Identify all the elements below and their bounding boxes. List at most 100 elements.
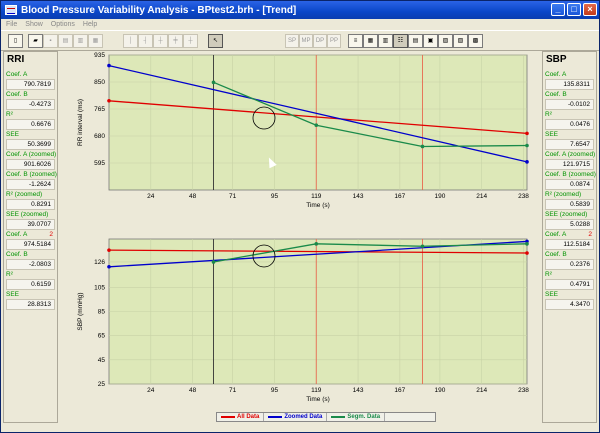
xtick-1-5: 143 bbox=[353, 387, 364, 394]
legend-label-2: Segm. Data bbox=[347, 414, 381, 420]
rri-value-4: 901.6026 bbox=[6, 159, 55, 170]
sbp-title: SBP bbox=[546, 54, 567, 65]
open-folder-icon[interactable]: ▰ bbox=[28, 34, 43, 48]
sbp-panel: SBP Coef. A 135.8311 Coef. B -0.0102 R² 0.047… bbox=[542, 51, 597, 423]
point-0-0-0 bbox=[107, 99, 111, 103]
xtick-0-7: 190 bbox=[434, 193, 445, 200]
xtick-0-1: 48 bbox=[189, 193, 197, 200]
sbp-value-9: 0.2376 bbox=[545, 259, 594, 270]
xtick-0-8: 214 bbox=[476, 193, 487, 200]
xtick-1-4: 119 bbox=[311, 387, 322, 394]
chart-icon-2[interactable]: ┤ bbox=[138, 34, 153, 48]
chart-icon-4[interactable]: ╪ bbox=[168, 34, 183, 48]
rri-value-11: 28.8313 bbox=[6, 299, 55, 310]
sbp-label-1: Coef. B bbox=[545, 91, 567, 98]
rri-label-11: SEE bbox=[6, 291, 20, 298]
sbp-value-10: 0.4791 bbox=[545, 279, 594, 290]
xtick-0-0: 24 bbox=[147, 193, 155, 200]
view-icon-2[interactable]: ▦ bbox=[363, 34, 378, 48]
sbp-label-4: Coef. A (zoomed) bbox=[545, 151, 596, 158]
point-0-2-3 bbox=[525, 143, 529, 148]
rri-label-7: SEE (zoomed) bbox=[6, 211, 49, 218]
ytick-1-0: 25 bbox=[98, 381, 106, 388]
rri-label-9: Coef. B bbox=[6, 251, 28, 258]
view-icon-1[interactable]: ≡ bbox=[348, 34, 363, 48]
sbp-segment-marker: 2 bbox=[588, 231, 592, 238]
xtick-1-0: 24 bbox=[147, 387, 155, 394]
ytick-1-3: 85 bbox=[98, 309, 106, 316]
point-1-2-0 bbox=[211, 260, 216, 264]
app-icon bbox=[5, 5, 17, 15]
menu-file[interactable]: File bbox=[6, 21, 18, 28]
sbp-label-3: SEE bbox=[545, 131, 559, 138]
ytick-0-3: 850 bbox=[94, 79, 105, 86]
point-0-1-0 bbox=[107, 63, 111, 68]
rri-label-5: Coef. B (zoomed) bbox=[6, 171, 57, 178]
point-1-2-3 bbox=[525, 242, 529, 246]
series-1-2 bbox=[213, 243, 528, 263]
legend-label-0: All Data bbox=[237, 414, 260, 420]
print-icon[interactable]: ▤ bbox=[58, 34, 73, 48]
pp-button[interactable]: PP bbox=[327, 34, 341, 48]
save-icon[interactable]: ▪ bbox=[43, 34, 58, 48]
sbp-value-4: 121.9715 bbox=[545, 159, 594, 170]
new-file-icon[interactable]: ▯ bbox=[8, 34, 23, 48]
sbp-cursor-marker bbox=[252, 244, 276, 268]
view-icon-9[interactable]: ▩ bbox=[468, 34, 483, 48]
ytick-1-4: 105 bbox=[94, 284, 105, 291]
rri-value-2: 0.6676 bbox=[6, 119, 55, 130]
close-button[interactable]: × bbox=[583, 3, 597, 16]
mp-button[interactable]: MP bbox=[299, 34, 313, 48]
rri-label-2: R² bbox=[6, 111, 13, 118]
rri-label-4: Coef. A (zoomed) bbox=[6, 151, 57, 158]
menu-help[interactable]: Help bbox=[82, 21, 98, 28]
ytick-1-1: 45 bbox=[98, 357, 106, 364]
series-0-0 bbox=[108, 100, 528, 135]
rri-label-1: Coef. B bbox=[6, 91, 28, 98]
rri-label-3: SEE bbox=[6, 131, 20, 138]
legend-swatch-2 bbox=[331, 416, 346, 418]
view-icon-6[interactable]: ▣ bbox=[423, 34, 438, 48]
pointer-tool-icon[interactable]: ↖ bbox=[208, 34, 223, 48]
export-icon[interactable]: ▦ bbox=[88, 34, 103, 48]
trend-view-icon[interactable]: ☷ bbox=[393, 34, 408, 48]
rri-panel: RRI Coef. A 790.7819 Coef. B -0.4273 R² 0.667… bbox=[3, 51, 58, 423]
rri-label-0: Coef. A bbox=[6, 71, 28, 78]
sbp-value-1: -0.0102 bbox=[545, 99, 594, 110]
point-1-0-1 bbox=[525, 251, 529, 255]
xlabel-1: Time (s) bbox=[306, 396, 330, 403]
legend-label-1: Zoomed Data bbox=[284, 414, 323, 420]
charts-area: 595 680 765 850 935 24 48 71 95 119 143 167 190 214 23… bbox=[77, 52, 529, 403]
view-icon-5[interactable]: ▤ bbox=[408, 34, 423, 48]
rri-value-0: 790.7819 bbox=[6, 79, 55, 90]
xlabel-0: Time (s) bbox=[306, 202, 330, 209]
point-0-2-0 bbox=[211, 80, 216, 85]
minimize-button[interactable]: _ bbox=[551, 3, 565, 16]
menu-options[interactable]: Options bbox=[50, 21, 75, 28]
chart-icon-1[interactable]: │ bbox=[123, 34, 138, 48]
maximize-button[interactable]: □ bbox=[567, 3, 581, 16]
rri-segment-marker: 2 bbox=[49, 231, 53, 238]
view-icon-7[interactable]: ▨ bbox=[438, 34, 453, 48]
view-icon-3[interactable]: ▥ bbox=[378, 34, 393, 48]
rri-value-9: -2.0803 bbox=[6, 259, 55, 270]
sbp-value-11: 4.3470 bbox=[545, 299, 594, 310]
ytick-0-0: 595 bbox=[94, 160, 105, 167]
print-preview-icon[interactable]: ▥ bbox=[73, 34, 88, 48]
chart-icon-3[interactable]: ┼ bbox=[153, 34, 168, 48]
menu-show[interactable]: Show bbox=[25, 21, 43, 28]
sbp-label-2: R² bbox=[545, 111, 552, 118]
dp-button[interactable]: DP bbox=[313, 34, 327, 48]
sp-button[interactable]: SP bbox=[285, 34, 299, 48]
chart-icon-5[interactable]: ┼ bbox=[183, 34, 198, 48]
xtick-1-1: 48 bbox=[189, 387, 197, 394]
legend-item-1: Zoomed Data bbox=[264, 413, 328, 421]
series-0-2 bbox=[213, 81, 528, 148]
view-icon-8[interactable]: ▧ bbox=[453, 34, 468, 48]
rri-value-6: 0.8291 bbox=[6, 199, 55, 210]
sbp-value-3: 7.6547 bbox=[545, 139, 594, 150]
rri-cursor-marker bbox=[252, 106, 276, 130]
sbp-value-5: 0.0874 bbox=[545, 179, 594, 190]
xtick-0-4: 119 bbox=[311, 193, 322, 200]
